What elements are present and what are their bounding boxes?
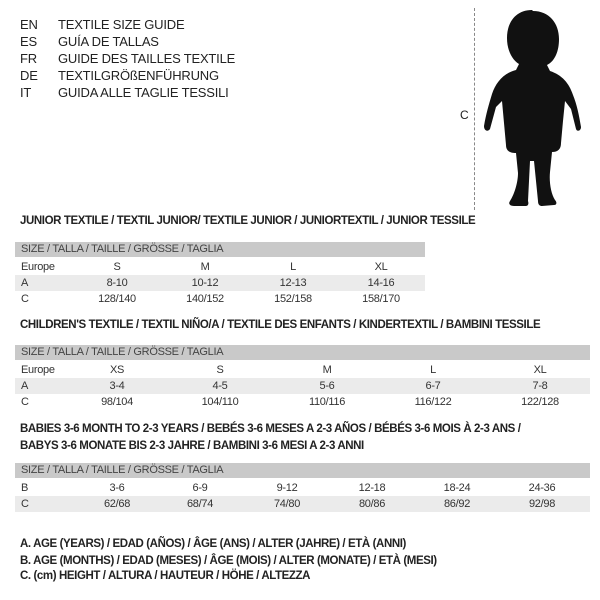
table-cell: 86/92 xyxy=(443,498,471,510)
language-code: IT xyxy=(20,85,32,100)
language-code: FR xyxy=(20,51,37,66)
table-cell: XS xyxy=(109,364,125,376)
size-header: SIZE / TALLA / TAILLE / GRÖSSE / TAGLIA xyxy=(15,345,590,360)
measure-label: C xyxy=(460,108,469,122)
row-label: C xyxy=(21,396,29,408)
table-cell: 104/110 xyxy=(201,396,239,408)
table-row: Europe XS S M L XL xyxy=(15,362,590,378)
table-cell: 10-12 xyxy=(191,277,219,289)
table-cell: 116/122 xyxy=(414,396,452,408)
table-cell: 12-18 xyxy=(358,482,386,494)
table-row: A 8-10 10-12 12-13 14-16 xyxy=(15,275,425,291)
table-cell: 152/158 xyxy=(274,293,312,305)
height-measure-line xyxy=(474,8,475,210)
row-label: A xyxy=(21,277,29,289)
table-cell: 14-16 xyxy=(367,277,395,289)
row-label: B xyxy=(21,482,29,494)
table-cell: 68/74 xyxy=(186,498,214,510)
table-cell: 74/80 xyxy=(273,498,301,510)
row-label: Europe xyxy=(21,261,55,273)
legend-a: A. AGE (YEARS) / EDAD (AÑOS) / ÂGE (ANS)… xyxy=(20,538,406,550)
row-label: Europe xyxy=(21,364,55,376)
language-code: ES xyxy=(20,34,37,49)
table-cell: 5-6 xyxy=(319,380,335,392)
table-cell: 122/128 xyxy=(521,396,559,408)
row-label: C xyxy=(21,498,29,510)
table-cell: 158/170 xyxy=(362,293,400,305)
babies-section-title-line2: BABYS 3-6 MONATE BIS 2-3 JAHRE / BAMBINI… xyxy=(20,440,364,452)
table-cell: L xyxy=(290,261,296,273)
table-row: C 98/104 104/110 110/116 116/122 122/128 xyxy=(15,394,590,410)
babies-section-title-line1: BABIES 3-6 MONTH TO 2-3 YEARS / BEBÉS 3-… xyxy=(20,423,521,435)
table-cell: 80/86 xyxy=(358,498,386,510)
table-cell: 128/140 xyxy=(98,293,136,305)
table-cell: L xyxy=(430,364,436,376)
table-cell: S xyxy=(113,261,121,273)
table-row: Europe S M L XL xyxy=(15,259,425,275)
table-cell: 9-12 xyxy=(276,482,298,494)
row-label: C xyxy=(21,293,29,305)
table-cell: 7-8 xyxy=(532,380,548,392)
table-cell: 92/98 xyxy=(528,498,556,510)
table-cell: 8-10 xyxy=(106,277,128,289)
table-cell: 4-5 xyxy=(212,380,228,392)
table-cell: 62/68 xyxy=(103,498,131,510)
size-header: SIZE / TALLA / TAILLE / GRÖSSE / TAGLIA xyxy=(15,463,590,478)
row-label: A xyxy=(21,380,29,392)
table-cell: 18-24 xyxy=(443,482,471,494)
table-cell: 24-36 xyxy=(528,482,556,494)
language-title: GUÍA DE TALLAS xyxy=(58,34,159,49)
table-cell: XL xyxy=(533,364,547,376)
table-cell: M xyxy=(200,261,210,273)
language-code: EN xyxy=(20,17,38,32)
table-cell: S xyxy=(216,364,224,376)
junior-section-title: JUNIOR TEXTILE / TEXTIL JUNIOR/ TEXTILE … xyxy=(20,215,476,227)
language-title: TEXTILE SIZE GUIDE xyxy=(58,17,185,32)
table-cell: 6-7 xyxy=(425,380,441,392)
size-header: SIZE / TALLA / TAILLE / GRÖSSE / TAGLIA xyxy=(15,242,425,257)
children-section-title: CHILDREN'S TEXTILE / TEXTIL NIÑO/A / TEX… xyxy=(20,319,541,331)
table-row: C 62/68 68/74 74/80 80/86 86/92 92/98 xyxy=(15,496,590,512)
legend-b: B. AGE (MONTHS) / EDAD (MESES) / ÂGE (MO… xyxy=(20,555,437,567)
language-title: GUIDA ALLE TAGLIE TESSILI xyxy=(58,85,229,100)
legend-c: C. (cm) HEIGHT / ALTURA / HAUTEUR / HÖHE… xyxy=(20,570,311,582)
table-row: B 3-6 6-9 9-12 12-18 18-24 24-36 xyxy=(15,480,590,496)
table-cell: M xyxy=(322,364,332,376)
language-title: TEXTILGRÖßENFÜHRUNG xyxy=(58,68,219,83)
table-cell: 3-4 xyxy=(109,380,125,392)
toddler-silhouette-icon xyxy=(484,10,581,206)
table-cell: 110/116 xyxy=(308,396,346,408)
table-cell: 3-6 xyxy=(109,482,125,494)
table-cell: XL xyxy=(374,261,388,273)
language-title: GUIDE DES TAILLES TEXTILE xyxy=(58,51,236,66)
table-row: A 3-4 4-5 5-6 6-7 7-8 xyxy=(15,378,590,394)
table-cell: 98/104 xyxy=(101,396,133,408)
table-cell: 6-9 xyxy=(192,482,208,494)
table-cell: 140/152 xyxy=(186,293,224,305)
table-row: C 128/140 140/152 152/158 158/170 xyxy=(15,291,425,307)
language-code: DE xyxy=(20,68,38,83)
table-cell: 12-13 xyxy=(279,277,307,289)
